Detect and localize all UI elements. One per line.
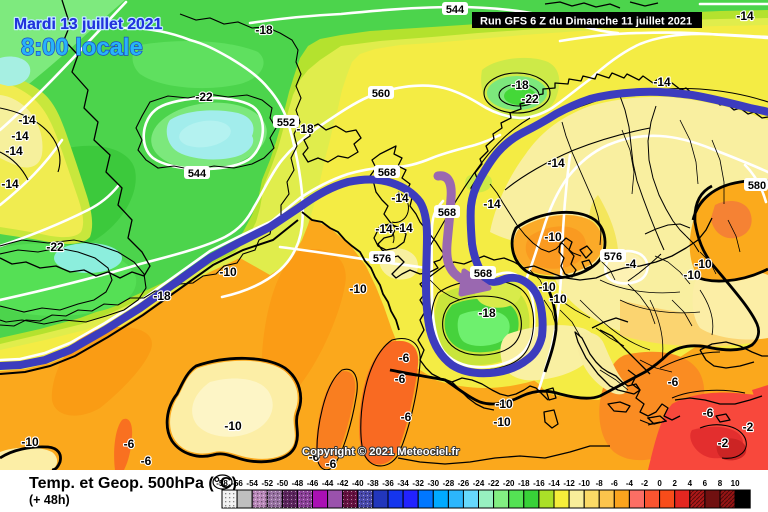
svg-text:-24: -24 <box>473 479 485 488</box>
svg-text:580: 580 <box>748 180 766 192</box>
svg-text:560: 560 <box>372 88 390 100</box>
svg-text:-10: -10 <box>495 397 513 411</box>
svg-text:-10: -10 <box>219 265 237 279</box>
svg-text:-4: -4 <box>626 479 634 488</box>
svg-text:-10: -10 <box>549 292 567 306</box>
svg-text:-38: -38 <box>367 479 379 488</box>
svg-text:568: 568 <box>378 167 396 179</box>
svg-text:2: 2 <box>672 479 677 488</box>
svg-text:-18: -18 <box>153 289 171 303</box>
svg-text:-6: -6 <box>668 375 679 389</box>
svg-text:-18: -18 <box>255 23 273 37</box>
svg-text:Mardi 13 juillet 2021: Mardi 13 juillet 2021 <box>14 16 163 33</box>
svg-text:-10: -10 <box>224 419 242 433</box>
svg-text:8: 8 <box>718 479 723 488</box>
svg-text:-2: -2 <box>718 436 729 450</box>
svg-text:0: 0 <box>657 479 662 488</box>
svg-text:Temp. et Geop. 500hPa (°C): Temp. et Geop. 500hPa (°C) <box>29 475 237 492</box>
svg-text:-2: -2 <box>641 479 649 488</box>
svg-text:-4: -4 <box>626 257 637 271</box>
svg-text:-36: -36 <box>382 479 394 488</box>
svg-text:-14: -14 <box>395 221 413 235</box>
svg-text:576: 576 <box>373 253 391 265</box>
svg-text:-32: -32 <box>412 479 424 488</box>
svg-text:-14: -14 <box>18 113 36 127</box>
svg-text:-14: -14 <box>653 75 671 89</box>
svg-text:-22: -22 <box>521 92 539 106</box>
svg-text:-6: -6 <box>395 372 406 386</box>
svg-text:-14: -14 <box>547 156 565 170</box>
svg-text:-14: -14 <box>5 144 23 158</box>
svg-text:-10: -10 <box>538 280 556 294</box>
svg-text:Copyright © 2021 Meteociel.fr: Copyright © 2021 Meteociel.fr <box>302 446 460 458</box>
svg-text:568: 568 <box>474 268 492 280</box>
svg-text:-44: -44 <box>322 479 334 488</box>
svg-text:-28: -28 <box>443 479 455 488</box>
svg-text:-18: -18 <box>518 479 530 488</box>
svg-text:-6: -6 <box>611 479 619 488</box>
svg-text:576: 576 <box>604 251 622 263</box>
svg-text:-14: -14 <box>483 197 501 211</box>
svg-text:552: 552 <box>277 117 295 129</box>
svg-text:544: 544 <box>188 168 207 180</box>
svg-text:-42: -42 <box>337 479 349 488</box>
svg-text:-14: -14 <box>391 191 409 205</box>
svg-text:-10: -10 <box>21 435 39 449</box>
svg-text:-10: -10 <box>694 257 712 271</box>
svg-text:-10: -10 <box>683 268 701 282</box>
svg-text:-50: -50 <box>277 479 289 488</box>
svg-text:-34: -34 <box>397 479 409 488</box>
svg-text:-14: -14 <box>1 177 19 191</box>
svg-text:(+ 48h): (+ 48h) <box>29 493 70 507</box>
svg-text:-48: -48 <box>292 479 304 488</box>
svg-text:Run GFS 6 Z du Dimanche 11 jui: Run GFS 6 Z du Dimanche 11 juillet 2021 <box>480 16 692 28</box>
svg-text:-10: -10 <box>578 479 590 488</box>
svg-text:-22: -22 <box>488 479 500 488</box>
svg-text:-58: -58 <box>216 479 228 488</box>
svg-text:-18: -18 <box>296 122 314 136</box>
svg-text:568: 568 <box>438 207 456 219</box>
svg-text:544: 544 <box>446 4 465 16</box>
svg-text:-6: -6 <box>326 457 337 471</box>
svg-text:-8: -8 <box>596 479 604 488</box>
svg-text:-16: -16 <box>533 479 545 488</box>
svg-text:-6: -6 <box>309 450 320 464</box>
svg-text:-14: -14 <box>375 222 393 236</box>
svg-text:-22: -22 <box>195 90 213 104</box>
svg-text:-2: -2 <box>743 420 754 434</box>
svg-text:-56: -56 <box>231 479 243 488</box>
svg-text:-10: -10 <box>544 230 562 244</box>
svg-text:-14: -14 <box>11 129 29 143</box>
svg-text:-20: -20 <box>503 479 515 488</box>
svg-text:-14: -14 <box>548 479 560 488</box>
svg-text:-6: -6 <box>399 351 410 365</box>
svg-text:-14: -14 <box>736 9 754 23</box>
svg-text:-26: -26 <box>458 479 470 488</box>
svg-text:-10: -10 <box>493 415 511 429</box>
svg-text:-46: -46 <box>307 479 319 488</box>
svg-text:Mardi 13 juillet 2021: Mardi 13 juillet 2021 <box>14 16 163 33</box>
svg-text:-52: -52 <box>262 479 274 488</box>
svg-text:-40: -40 <box>352 479 364 488</box>
svg-text:-22: -22 <box>46 240 64 254</box>
svg-text:8:00 locale: 8:00 locale <box>21 34 143 61</box>
svg-text:-6: -6 <box>124 437 135 451</box>
svg-text:-10: -10 <box>349 282 367 296</box>
svg-text:-12: -12 <box>563 479 575 488</box>
svg-text:-6: -6 <box>703 406 714 420</box>
svg-text:-54: -54 <box>246 479 258 488</box>
svg-text:-18: -18 <box>478 306 496 320</box>
svg-text:4: 4 <box>688 479 693 488</box>
svg-text:6: 6 <box>703 479 708 488</box>
svg-text:-6: -6 <box>141 454 152 468</box>
svg-text:-6: -6 <box>401 410 412 424</box>
svg-text:10: 10 <box>731 479 740 488</box>
svg-text:-30: -30 <box>428 479 440 488</box>
svg-text:-18: -18 <box>511 78 529 92</box>
